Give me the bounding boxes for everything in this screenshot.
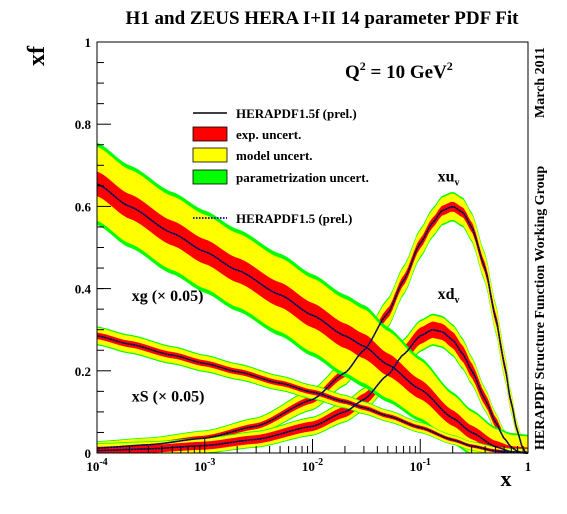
series-label: xuv: [438, 169, 460, 189]
x-tick-label: 10-2: [302, 457, 323, 474]
legend-label: HERAPDF1.5f (prel.): [236, 106, 357, 121]
exp-band-0: [97, 201, 528, 453]
legend-swatch-box: [192, 169, 228, 185]
alt-curve-0: [96, 206, 529, 454]
axis-ticks: 0 0.2 0.4 0.6 0.8 1 10-4 10-3 10-2 10-1 1: [75, 35, 532, 474]
exp-band-2: [97, 171, 528, 453]
y-axis-label: xf: [24, 45, 50, 66]
series-label: xdv: [438, 286, 460, 306]
central-curves: [96, 183, 529, 454]
chart-title: H1 and ZEUS HERA I+II 14 parameter PDF F…: [126, 8, 520, 29]
y-tick-label: 0.6: [75, 199, 92, 214]
q2-scale-label: Q2 = 10 GeV2: [345, 59, 453, 83]
series-label: xg (× 0.05): [132, 288, 204, 305]
y-tick-label: 1: [85, 35, 92, 50]
date-side-label: March 2011: [533, 47, 548, 118]
legend-label: HERAPDF1.5 (prel.): [236, 211, 352, 226]
y-tick-label: 0.4: [75, 282, 92, 297]
legend-swatch-box: [192, 147, 228, 163]
x-axis-label: x: [501, 466, 512, 491]
y-tick-label: 0: [85, 446, 92, 461]
legend-label: model uncert.: [236, 148, 313, 163]
x-tick-label: 10-1: [410, 457, 431, 474]
alt-curve-2: [96, 183, 529, 454]
legend-swatch-box: [192, 126, 228, 142]
series-label: xS (× 0.05): [132, 389, 205, 406]
model-band-2: [97, 146, 528, 453]
legend-label: exp. uncert.: [236, 127, 301, 142]
y-tick-label: 0.8: [75, 117, 92, 132]
uncertainty-bands: [97, 142, 528, 453]
central-curve-1: [96, 328, 529, 454]
x-tick-label: 1: [525, 459, 532, 474]
y-tick-label: 0.2: [75, 364, 91, 379]
x-tick-label: 10-3: [194, 457, 215, 474]
model-band-1: [97, 315, 528, 453]
legend: HERAPDF1.5f (prel.) exp. uncert. model unc…: [192, 106, 369, 226]
alt-curve-3: [96, 335, 529, 454]
x-tick-label: 10-4: [86, 457, 107, 474]
series-labels: xuv xdv xg (× 0.05) xS (× 0.05): [132, 169, 460, 406]
group-side-label: HERAPDF Structure Function Working Group: [533, 166, 548, 450]
legend-label: parametrization uncert.: [236, 170, 369, 185]
param-band-0: [97, 192, 528, 453]
